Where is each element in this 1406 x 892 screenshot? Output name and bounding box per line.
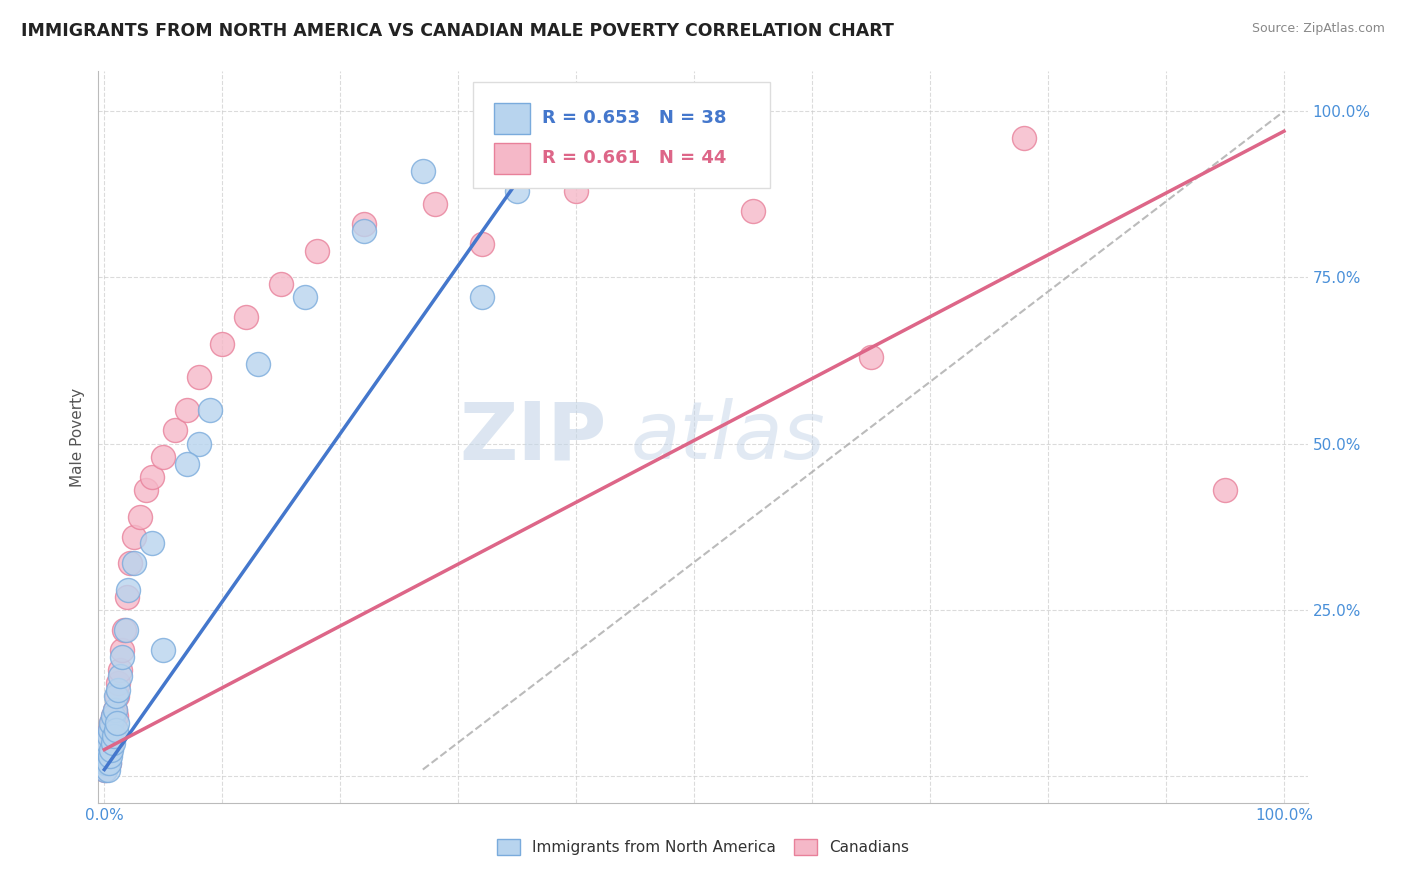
Point: [506, 184, 529, 198]
Point: [105, 709, 128, 723]
Point: [97, 749, 120, 764]
Point: [565, 184, 588, 198]
Point: [104, 703, 127, 717]
Point: [98, 723, 121, 737]
Point: [111, 643, 134, 657]
Point: [105, 723, 128, 737]
Text: R = 0.653   N = 38: R = 0.653 N = 38: [543, 109, 727, 128]
Point: [98, 742, 121, 756]
Point: [98, 723, 121, 737]
Point: [353, 224, 375, 238]
Point: [100, 716, 122, 731]
Point: [860, 351, 883, 365]
Point: [105, 690, 128, 704]
Point: [94, 749, 117, 764]
Point: [541, 131, 564, 145]
FancyBboxPatch shape: [474, 82, 769, 188]
Point: [115, 590, 138, 604]
Point: [120, 557, 142, 571]
Point: [105, 716, 128, 731]
Point: [98, 729, 121, 743]
Point: [122, 530, 145, 544]
Point: [235, 310, 257, 325]
Point: [98, 756, 121, 770]
Point: [294, 290, 316, 304]
Point: [97, 736, 120, 750]
Point: [103, 716, 125, 731]
Point: [100, 742, 122, 756]
Point: [107, 682, 129, 697]
Point: [353, 217, 375, 231]
Point: [128, 509, 150, 524]
Point: [96, 756, 118, 770]
Point: [117, 582, 139, 597]
Point: [94, 763, 117, 777]
Text: IMMIGRANTS FROM NORTH AMERICA VS CANADIAN MALE POVERTY CORRELATION CHART: IMMIGRANTS FROM NORTH AMERICA VS CANADIA…: [21, 22, 894, 40]
Point: [1213, 483, 1236, 498]
Point: [187, 370, 209, 384]
Point: [742, 204, 765, 219]
Point: [471, 290, 494, 304]
Point: [305, 244, 328, 258]
Point: [176, 403, 198, 417]
Point: [94, 756, 117, 770]
Point: [211, 337, 233, 351]
Point: [101, 709, 124, 723]
Point: [100, 736, 122, 750]
Point: [97, 763, 120, 777]
Point: [135, 483, 157, 498]
FancyBboxPatch shape: [494, 103, 530, 134]
Text: atlas: atlas: [630, 398, 825, 476]
Point: [100, 716, 122, 731]
Point: [141, 470, 163, 484]
Point: [101, 709, 124, 723]
Point: [103, 729, 125, 743]
Point: [98, 729, 121, 743]
Point: [98, 756, 121, 770]
Point: [412, 164, 434, 178]
Point: [104, 703, 127, 717]
Point: [423, 197, 446, 211]
Point: [111, 649, 134, 664]
Point: [246, 357, 269, 371]
Point: [97, 742, 120, 756]
Legend: Immigrants from North America, Canadians: Immigrants from North America, Canadians: [491, 833, 915, 861]
Point: [108, 669, 131, 683]
Point: [152, 450, 174, 464]
Point: [101, 729, 124, 743]
Point: [471, 237, 494, 252]
Point: [122, 557, 145, 571]
Point: [200, 403, 222, 417]
Y-axis label: Male Poverty: Male Poverty: [69, 387, 84, 487]
Point: [105, 690, 128, 704]
Point: [96, 749, 118, 764]
Text: ZIP: ZIP: [458, 398, 606, 476]
Point: [187, 436, 209, 450]
Point: [152, 643, 174, 657]
Point: [114, 623, 136, 637]
Text: Source: ZipAtlas.com: Source: ZipAtlas.com: [1251, 22, 1385, 36]
Point: [1014, 131, 1036, 145]
Text: R = 0.661   N = 44: R = 0.661 N = 44: [543, 149, 727, 168]
Point: [96, 742, 118, 756]
Point: [165, 424, 187, 438]
Point: [141, 536, 163, 550]
Point: [270, 277, 292, 292]
Point: [98, 749, 121, 764]
Point: [108, 663, 131, 677]
Point: [101, 736, 124, 750]
FancyBboxPatch shape: [494, 143, 530, 174]
Point: [176, 457, 198, 471]
Point: [94, 763, 117, 777]
Point: [107, 676, 129, 690]
Point: [96, 756, 118, 770]
Point: [112, 623, 135, 637]
Point: [97, 736, 120, 750]
